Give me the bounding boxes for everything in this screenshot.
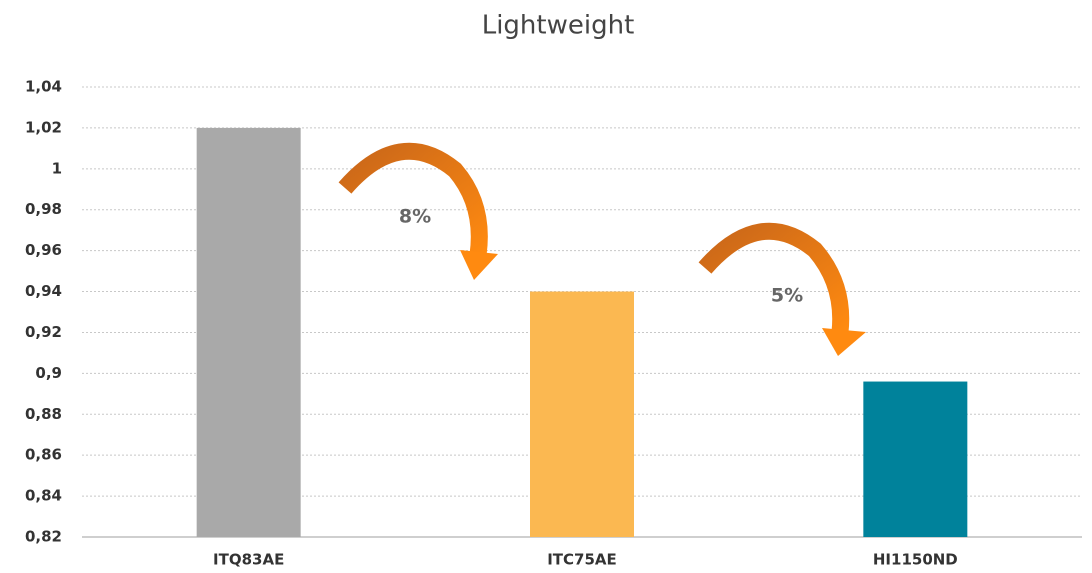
bar: [196, 127, 301, 537]
arrow: [698, 222, 866, 356]
y-tick-label: 1: [52, 159, 62, 177]
bar: [863, 381, 968, 537]
y-tick-label: 0,96: [25, 241, 62, 259]
annotation: 5%: [771, 285, 803, 307]
chart-title: Lightweight: [482, 11, 635, 41]
y-tick-label: 0,88: [25, 405, 62, 423]
x-tick-label: HI1150ND: [873, 551, 958, 569]
arrow: [338, 142, 498, 280]
plot-area: 0,82 0,84 0,86 0,88 0,9 0,92 0,94 0,96 0,98 1 1,02…: [25, 78, 1082, 569]
x-tick-label: ITQ83AE: [213, 551, 284, 569]
y-tick-label: 1,04: [25, 78, 62, 96]
y-tick-label: 0,84: [25, 487, 62, 505]
y-tick-label: 0,94: [25, 282, 62, 300]
y-tick-label: 0,82: [25, 528, 62, 546]
y-tick-label: 0,86: [25, 446, 62, 464]
bar: [530, 291, 634, 537]
annotation: 8%: [399, 206, 431, 228]
y-tick-label: 0,9: [35, 364, 62, 382]
y-tick-label: 0,98: [25, 200, 62, 218]
y-tick-label: 1,02: [25, 118, 62, 136]
x-tick-label: ITC75AE: [547, 551, 617, 569]
y-tick-label: 0,92: [25, 323, 62, 341]
